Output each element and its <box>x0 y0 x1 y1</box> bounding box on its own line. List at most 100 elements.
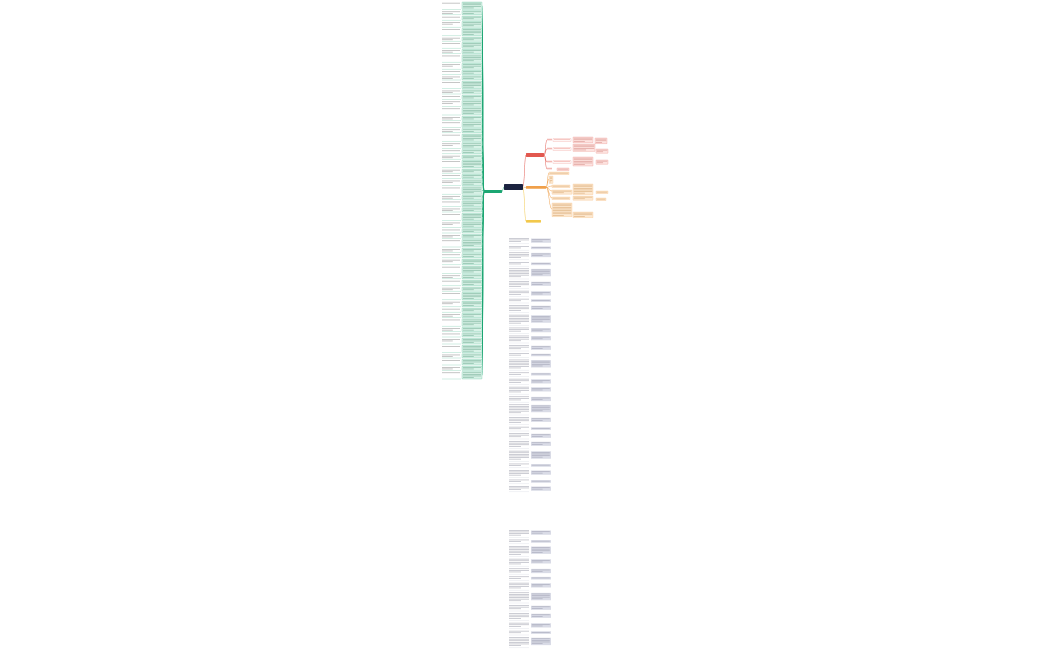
gray-left-text <box>509 436 521 438</box>
left-leaf-text <box>463 146 474 148</box>
left-leaf-text <box>463 192 474 194</box>
gray-left-text <box>509 417 529 418</box>
left-leaf-text <box>463 339 481 340</box>
gray-left-text <box>509 489 521 490</box>
left-leaf-text <box>463 324 474 326</box>
gray-left-text <box>509 541 521 542</box>
left-leaf-box <box>461 371 483 380</box>
gray-left-text <box>509 534 521 536</box>
orange-leaf-text <box>573 212 593 214</box>
left-leaf-box <box>461 253 483 258</box>
left-leaf-text <box>463 85 481 86</box>
left-label-text <box>442 129 460 131</box>
gray-right-text <box>531 272 550 274</box>
left-leaf-box <box>461 207 483 213</box>
gray-right-text <box>531 531 550 532</box>
gray-right-text <box>531 381 543 383</box>
gray-left-text <box>509 300 521 302</box>
left-leaf-box <box>461 274 483 279</box>
gray-right-box <box>531 345 551 350</box>
gray-right-text <box>531 405 550 407</box>
red-leaf-text <box>573 141 585 142</box>
left-leaf-text <box>463 360 481 361</box>
left-leaf-text <box>463 157 474 159</box>
red-leaf-text <box>596 162 604 164</box>
gray-left-text <box>509 305 529 306</box>
red-leaf-text <box>573 159 593 161</box>
left-leaf-text <box>463 189 481 190</box>
root-to-right-top-hub-connector <box>522 154 527 187</box>
left-leaf-text <box>463 229 481 231</box>
gray-right-text <box>531 548 550 550</box>
gray-right-text <box>531 593 550 595</box>
left-leaf-box <box>461 149 483 154</box>
left-leaf-text <box>463 78 474 79</box>
gray-right-box <box>531 613 551 618</box>
left-leaf-text <box>463 50 481 51</box>
gray-left-text <box>509 616 529 618</box>
left-label-text <box>442 23 453 25</box>
left-leaf-text <box>463 155 481 157</box>
gray-left-text <box>509 386 529 388</box>
gray-left-text <box>509 446 521 447</box>
gray-left-text <box>509 399 521 401</box>
gray-left-text <box>509 630 529 632</box>
gray-left-text <box>509 450 529 452</box>
left-leaf-text <box>463 161 481 162</box>
gray-right-text <box>531 442 550 444</box>
gray-right-text <box>531 316 550 317</box>
left-label-text <box>442 76 460 78</box>
gray-left-text <box>509 257 521 258</box>
gray-right-text <box>531 389 543 391</box>
root-to-left-hub-connector <box>501 186 505 192</box>
left-label-text <box>442 78 453 79</box>
left-leaf-text <box>463 134 481 136</box>
left-label-text <box>442 150 460 152</box>
gray-left-text <box>509 294 521 295</box>
orange-leaf-text <box>573 192 585 194</box>
gray-right-text <box>531 360 550 362</box>
red-hub-to-branch-connector <box>543 154 548 170</box>
red-leaf-text <box>573 148 595 149</box>
gray-left-text <box>509 618 521 619</box>
left-leaf-text <box>463 374 481 375</box>
left-leaf-text <box>463 145 481 146</box>
left-leaf-text <box>463 340 481 342</box>
orange-node-box <box>548 175 554 184</box>
gray-right-text <box>531 643 543 644</box>
left-leaf-text <box>463 117 481 118</box>
gray-left-text <box>509 481 521 482</box>
left-leaf-text <box>463 235 481 236</box>
gray-left-text <box>509 418 529 420</box>
left-label-text <box>442 82 460 83</box>
left-leaf-text <box>463 122 481 124</box>
orange-leaf-text <box>573 198 585 200</box>
left-label-text <box>442 37 460 39</box>
gray-left-text <box>509 457 529 458</box>
left-leaf-text <box>463 346 481 347</box>
left-leaf-text <box>463 301 481 303</box>
left-leaf-text <box>463 368 474 370</box>
left-leaf-box <box>461 265 483 274</box>
gray-right-box <box>531 387 551 392</box>
gray-right-text <box>531 365 543 367</box>
gray-right-box <box>531 583 551 588</box>
right-middle-hub-node <box>526 186 546 189</box>
gray-left-text <box>509 330 521 332</box>
left-label-text <box>442 157 453 159</box>
left-leaf-text <box>463 294 481 296</box>
gray-right-text <box>531 407 550 408</box>
orange-node-text <box>552 192 564 194</box>
gray-left-text <box>509 539 529 541</box>
left-leaf-text <box>463 82 481 83</box>
left-leaf-box <box>461 116 483 121</box>
left-label-text <box>442 229 460 231</box>
left-leaf-text <box>463 58 481 60</box>
gray-left-text <box>509 600 521 602</box>
left-leaf-box <box>461 1 483 10</box>
gray-right-text <box>531 598 543 600</box>
gray-right-text <box>531 616 543 617</box>
left-hub-node <box>484 190 502 193</box>
left-leaf-text <box>463 22 481 23</box>
gray-left-text <box>509 613 529 614</box>
